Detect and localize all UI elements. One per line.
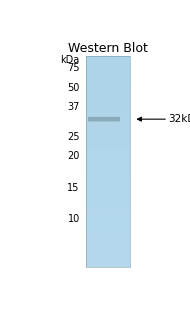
Bar [86, 114, 130, 117]
Bar [86, 214, 130, 217]
Bar [86, 209, 130, 211]
Bar [86, 106, 130, 109]
Bar [86, 196, 130, 198]
Bar [86, 175, 130, 177]
Bar [86, 225, 130, 227]
Bar [86, 198, 130, 201]
Bar [86, 190, 130, 193]
Bar [86, 122, 130, 125]
Bar [86, 204, 130, 206]
Bar [86, 180, 130, 182]
Bar [86, 111, 130, 114]
Bar [86, 56, 130, 59]
Bar [86, 164, 130, 167]
Bar [86, 256, 130, 259]
Bar [86, 85, 130, 88]
Bar [86, 230, 130, 232]
Bar [86, 59, 130, 61]
Bar [86, 133, 130, 135]
Bar [86, 172, 130, 175]
Bar [86, 125, 130, 127]
Bar [86, 235, 130, 238]
Bar [86, 69, 130, 72]
Text: kDa: kDa [60, 55, 80, 65]
Text: Western Blot: Western Blot [68, 42, 148, 55]
Bar [86, 246, 130, 248]
Bar [86, 177, 130, 180]
Text: 50: 50 [67, 83, 80, 93]
Bar [86, 161, 130, 164]
Text: 20: 20 [67, 151, 80, 161]
Bar [86, 148, 130, 151]
Bar [86, 93, 130, 95]
Bar [86, 146, 130, 148]
Bar [86, 109, 130, 111]
Bar [86, 77, 130, 80]
Bar [86, 251, 130, 253]
Bar [86, 182, 130, 185]
Bar [86, 74, 130, 77]
Bar [86, 185, 130, 188]
Bar [86, 219, 130, 222]
Bar [86, 119, 130, 122]
Bar [86, 253, 130, 256]
Bar [86, 261, 130, 264]
Bar [86, 232, 130, 235]
Text: 10: 10 [67, 214, 80, 224]
Bar [86, 127, 130, 130]
Bar [86, 238, 130, 240]
Bar [86, 56, 130, 267]
Bar [86, 88, 130, 90]
Bar [86, 156, 130, 159]
Bar [86, 159, 130, 161]
Bar [86, 72, 130, 74]
Bar [86, 240, 130, 243]
FancyBboxPatch shape [88, 117, 120, 121]
Bar [86, 83, 130, 85]
Bar [86, 101, 130, 104]
Bar [86, 98, 130, 101]
Bar [86, 193, 130, 196]
Bar [86, 243, 130, 246]
Bar [86, 95, 130, 98]
Bar [86, 259, 130, 261]
Bar [86, 154, 130, 156]
Bar [86, 143, 130, 146]
Text: 25: 25 [67, 132, 80, 142]
Bar [86, 264, 130, 267]
Text: 15: 15 [67, 183, 80, 193]
Bar [86, 61, 130, 64]
Bar [86, 201, 130, 204]
Bar [86, 140, 130, 143]
Text: 32kDa: 32kDa [168, 114, 190, 124]
Bar [86, 151, 130, 154]
Bar [86, 222, 130, 225]
Bar [86, 227, 130, 230]
Bar [86, 130, 130, 133]
Bar [86, 80, 130, 83]
Bar [86, 248, 130, 251]
Bar [86, 211, 130, 214]
Bar [86, 188, 130, 190]
Bar [86, 67, 130, 69]
Bar [86, 169, 130, 172]
Bar [86, 135, 130, 138]
Bar [86, 64, 130, 67]
Bar [86, 217, 130, 219]
Bar [86, 104, 130, 106]
Bar [86, 167, 130, 169]
Bar [86, 206, 130, 209]
Text: 37: 37 [67, 102, 80, 112]
Bar [86, 90, 130, 93]
Bar [86, 138, 130, 140]
Text: 75: 75 [67, 63, 80, 73]
Bar [86, 117, 130, 119]
